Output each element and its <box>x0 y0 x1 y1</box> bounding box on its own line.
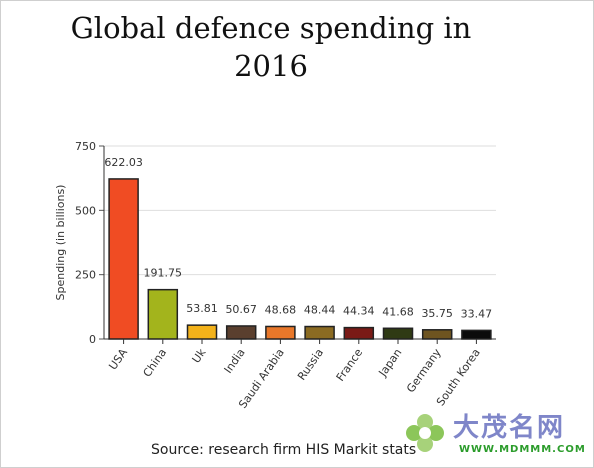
y-tick-label: 250 <box>75 269 96 282</box>
x-tick-label: Japan <box>376 346 405 379</box>
data-label: 33.47 <box>461 307 493 320</box>
y-tick-label: 500 <box>75 204 96 217</box>
bar-india <box>225 325 257 340</box>
data-label: 191.75 <box>144 267 183 280</box>
bar-china <box>147 288 179 340</box>
data-label: 48.68 <box>265 303 297 316</box>
bar-germany <box>421 329 453 340</box>
x-tick-label: Germany <box>404 346 444 395</box>
data-label: 50.67 <box>225 303 257 316</box>
x-tick-label: USA <box>106 346 130 372</box>
bar-russia <box>304 325 335 340</box>
watermark-site-name: 大茂名网 <box>453 413 566 443</box>
bar-saudi-arabia <box>265 325 296 340</box>
bar-france <box>343 326 375 340</box>
watermark-url: WWW.MDMMM.COM <box>459 444 586 455</box>
y-tick-label: 750 <box>75 140 96 153</box>
data-label: 41.68 <box>382 305 414 318</box>
data-label: 35.75 <box>421 307 453 320</box>
data-label: 48.44 <box>304 304 336 317</box>
chart-title: Global defence spending in 2016 <box>70 11 472 83</box>
bar-uk <box>186 324 218 340</box>
data-label: 53.81 <box>186 302 218 315</box>
x-tick-label: Uk <box>190 346 209 366</box>
y-tick-label: 0 <box>89 333 96 346</box>
source-note: Source: research firm HIS Markit stats <box>151 442 417 458</box>
y-axis-label: Spending (in billions) <box>54 185 67 301</box>
bar-south-korea <box>461 329 492 340</box>
data-label: 44.34 <box>343 305 375 318</box>
data-label: 622.03 <box>104 156 143 169</box>
x-tick-label: China <box>141 346 170 379</box>
watermark-flower-icon <box>406 414 444 452</box>
bar-usa <box>108 178 139 340</box>
x-tick-label: India <box>222 346 248 376</box>
x-tick-label: France <box>334 346 366 384</box>
x-tick-label: Russia <box>295 346 326 382</box>
bar-japan <box>382 327 414 340</box>
